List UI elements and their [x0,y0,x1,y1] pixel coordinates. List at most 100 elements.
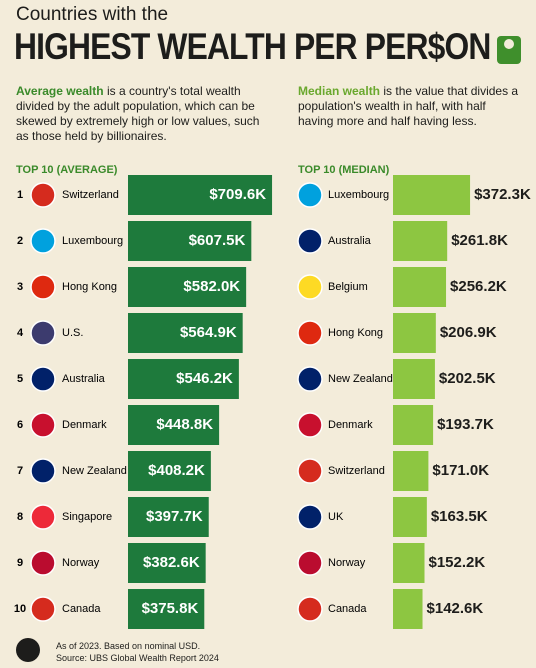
rank: 4 [17,327,24,339]
bar [393,359,435,399]
bar [393,267,447,307]
flag [30,550,56,576]
bar [128,497,209,537]
flag [297,412,323,438]
flag [30,320,56,346]
description: Median wealth is the value that divides … [298,84,523,129]
bar [128,313,243,353]
country: Singapore [62,511,112,523]
country: New Zealand [62,465,127,477]
value-label: $546.2K [176,370,233,387]
value-label: $261.8K [451,232,508,249]
icon [497,36,521,64]
bar [393,313,436,353]
flag [297,504,323,530]
country: Switzerland [62,189,119,201]
country: Denmark [62,419,107,431]
country: Norway [328,557,366,569]
country: Luxembourg [62,235,123,247]
country: U.S. [62,327,83,339]
country: Luxembourg [328,189,389,201]
value-label: $709.6K [209,186,266,203]
value-label: $206.9K [440,324,497,341]
rank: 6 [17,419,23,431]
icon-head [504,39,514,49]
flag [297,228,323,254]
country: Belgium [328,281,368,293]
bar [393,451,429,491]
flag [297,550,323,576]
value-label: $582.0K [183,278,240,295]
value-label: $448.8K [156,416,213,433]
rank: 3 [17,281,23,293]
chart-title: TOP 10 (MEDIAN) [298,164,390,176]
value-label: $202.5K [439,370,496,387]
source: Source: UBS Global Wealth Report 2024 [56,653,219,663]
value-label: $408.2K [148,462,205,479]
bar [393,221,448,261]
rank: 8 [17,511,23,523]
flag [297,366,323,392]
flag [297,596,323,622]
country: Australia [62,373,106,385]
value-label: $375.8K [142,600,199,617]
country: New Zealand [328,373,393,385]
country: Norway [62,557,100,569]
value-label: $142.6K [427,600,484,617]
rank: 10 [14,603,26,615]
footnote: As of 2023. Based on nominal USD. [56,641,201,651]
bar [393,589,423,629]
flag [297,182,323,208]
bar [128,589,205,629]
value-label: $564.9K [180,324,237,341]
flag [30,366,56,392]
flag [297,320,323,346]
value-label: $193.7K [437,416,494,433]
flag [30,182,56,208]
value-label: $607.5K [189,232,246,249]
country: Denmark [328,419,373,431]
flag [30,228,56,254]
term: Average wealth [16,84,104,98]
chart-title: TOP 10 (AVERAGE) [16,164,118,176]
bar [128,221,252,261]
flag [30,458,56,484]
flag [30,596,56,622]
rank: 5 [17,373,23,385]
country: Canada [328,603,367,615]
value-label: $171.0K [432,462,489,479]
country: UK [328,511,344,523]
bar [128,451,211,491]
bar [128,359,239,399]
value-label: $372.3K [474,186,531,203]
kicker: Countries with the [16,4,169,25]
country: Australia [328,235,372,247]
bar [128,175,273,215]
description-text: is the value that divides a population's… [298,84,519,128]
bar [128,267,247,307]
bar [393,543,425,583]
rank: 2 [17,235,23,247]
value-label: $256.2K [450,278,507,295]
bar [393,175,471,215]
flag [297,274,323,300]
value-label: $152.2K [429,554,486,571]
flag [30,504,56,530]
flag [297,458,323,484]
value-label: $397.7K [146,508,203,525]
flag [30,274,56,300]
bar [128,543,206,583]
rank: 1 [17,189,23,201]
country: Switzerland [328,465,385,477]
rank: 9 [17,557,23,569]
description: Average wealth is a country's total weal… [16,84,261,144]
country: Canada [62,603,101,615]
rank: 7 [17,465,23,477]
value-label: $163.5K [431,508,488,525]
description-text: is a country's total wealth divided by t… [16,84,260,143]
bar [393,497,427,537]
term: Median wealth [298,84,381,98]
logo [16,638,40,662]
